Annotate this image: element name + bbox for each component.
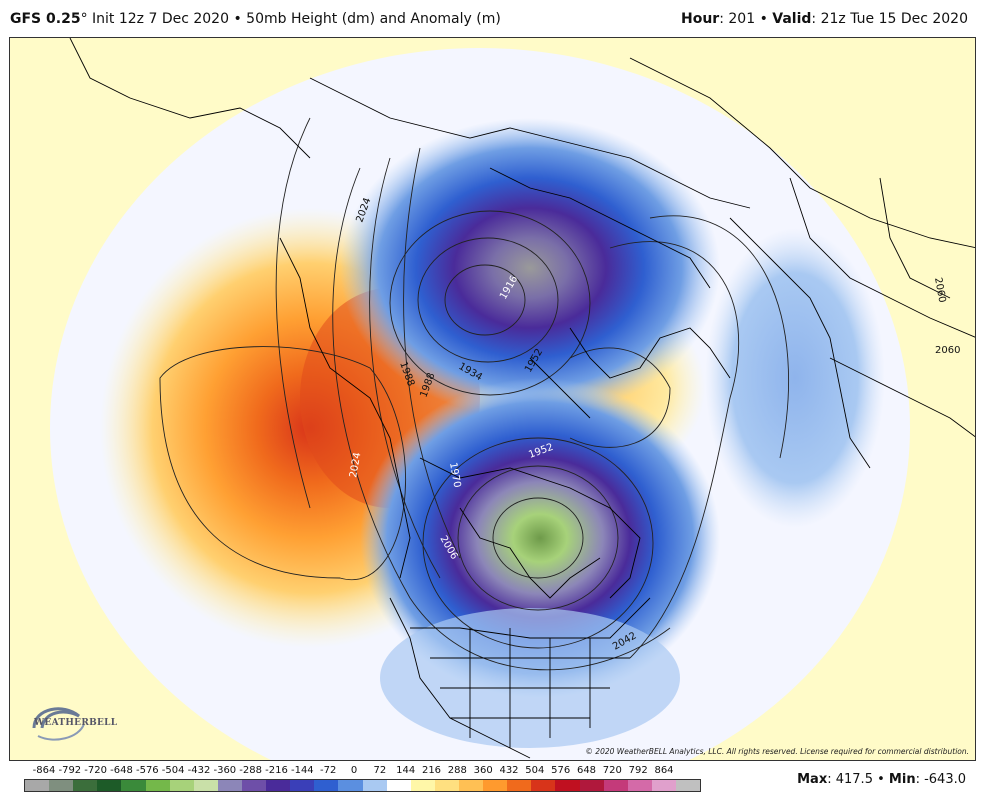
height-contours	[159, 117, 790, 671]
colorbar-swatch	[507, 780, 532, 791]
colorbar-label: -792	[58, 765, 82, 776]
colorbar	[24, 779, 701, 792]
colorbar-label: -720	[84, 765, 108, 776]
forecast-map: 2024 1934 1988 1952 1988 2024 2060 2060 …	[9, 37, 976, 761]
colorbar-label: -144	[290, 765, 314, 776]
max-label: Max	[797, 772, 828, 787]
logo-swirl-icon	[32, 707, 85, 741]
colorbar-label: -432	[187, 765, 211, 776]
product-name: 50mb Height (dm) and Anomaly (m)	[246, 11, 501, 27]
colorbar-swatch	[675, 780, 701, 791]
colorbar-swatch	[241, 780, 267, 791]
colorbar-label: -72	[319, 765, 337, 776]
min-value: : -643.0	[915, 772, 966, 787]
hour-value: : 201	[719, 11, 756, 27]
colorbar-swatch	[603, 780, 628, 791]
colorbar-label: 0	[350, 765, 358, 776]
colorbar-swatch	[266, 780, 291, 791]
valid-label: Valid	[772, 11, 812, 27]
colorbar-label: 720	[602, 765, 622, 776]
colorbar-swatch	[121, 780, 146, 791]
colorbar-swatch	[217, 780, 242, 791]
colorbar-swatch	[531, 780, 556, 791]
weatherbell-logo: WEATHERBELL	[24, 698, 117, 746]
colorbar-label: -648	[110, 765, 133, 776]
contour-label: 2024	[348, 452, 363, 479]
contour-label: 2060	[935, 345, 960, 356]
cold-anomaly-south	[380, 608, 680, 748]
header-bar: GFS 0.25° Init 12z 7 Dec 2020 • 50mb Hei…	[0, 0, 984, 36]
colorbar-swatch	[169, 780, 194, 791]
colorbar-swatch	[651, 780, 676, 791]
colorbar-swatch	[338, 780, 363, 791]
colorbar-label: -360	[213, 765, 237, 776]
coastlines	[69, 38, 975, 759]
colorbar-label: 432	[499, 765, 519, 776]
colorbar-swatch	[555, 780, 580, 791]
valid-info: Hour: 201 • Valid: 21z Tue 15 Dec 2020	[681, 11, 968, 27]
colorbar-swatch	[483, 780, 508, 791]
colorbar-label: 792	[628, 765, 648, 776]
colorbar-swatch	[73, 780, 98, 791]
copyright-notice: © 2020 WeatherBELL Analytics, LLC. All r…	[585, 747, 969, 756]
colorbar-label: 360	[473, 765, 493, 776]
product-title: GFS 0.25° Init 12z 7 Dec 2020 • 50mb Hei…	[10, 11, 501, 27]
colorbar-swatch	[25, 780, 50, 791]
map-canvas: 2024 1934 1988 1952 1988 2024 2060 2060 …	[10, 38, 975, 760]
colorbar-swatch	[627, 780, 652, 791]
colorbar-swatch	[145, 780, 170, 791]
model-name: GFS 0.25	[10, 11, 81, 27]
colorbar-label: 504	[525, 765, 545, 776]
colorbar-swatch	[458, 780, 484, 791]
colorbar-label: -288	[239, 765, 263, 776]
cold-anomaly-east	[705, 228, 885, 528]
max-value: : 417.5	[827, 772, 873, 787]
colorbar-label: 288	[447, 765, 467, 776]
colorbar-label: 144	[396, 765, 416, 776]
colorbar-label: 72	[373, 765, 387, 776]
colorbar-label: -504	[161, 765, 185, 776]
colorbar-label: 864	[654, 765, 674, 776]
colorbar-swatch	[386, 780, 411, 791]
contour-label: 1970	[447, 462, 462, 489]
colorbar-swatch	[193, 780, 218, 791]
hour-label: Hour	[681, 11, 720, 27]
colorbar-label: 648	[576, 765, 597, 776]
colorbar-labels: -864 -792 -720 -648 -576 -504 -432 -360 -288 -216…	[24, 765, 704, 779]
colorbar-label: -216	[265, 765, 288, 776]
colorbar-label: 576	[551, 765, 571, 776]
colorbar-swatch	[290, 780, 315, 791]
cold-anomaly-north	[340, 118, 720, 418]
min-label: Min	[888, 772, 916, 787]
colorbar-swatch	[410, 780, 435, 791]
colorbar-swatch	[579, 780, 604, 791]
colorbar-swatch	[362, 780, 387, 791]
colorbar-label: 216	[421, 765, 442, 776]
colorbar-label: -576	[135, 765, 159, 776]
colorbar-swatch	[434, 780, 459, 791]
init-time: Init 12z 7 Dec 2020	[92, 11, 229, 27]
colorbar-swatch	[49, 780, 74, 791]
colorbar-swatch	[97, 780, 122, 791]
max-min-stats: Max: 417.5 • Min: -643.0	[797, 772, 966, 787]
colorbar-label: -864	[32, 765, 56, 776]
valid-value: : 21z Tue 15 Dec 2020	[811, 11, 968, 27]
colorbar-swatch	[314, 780, 339, 791]
contour-label: 2060	[932, 277, 947, 304]
